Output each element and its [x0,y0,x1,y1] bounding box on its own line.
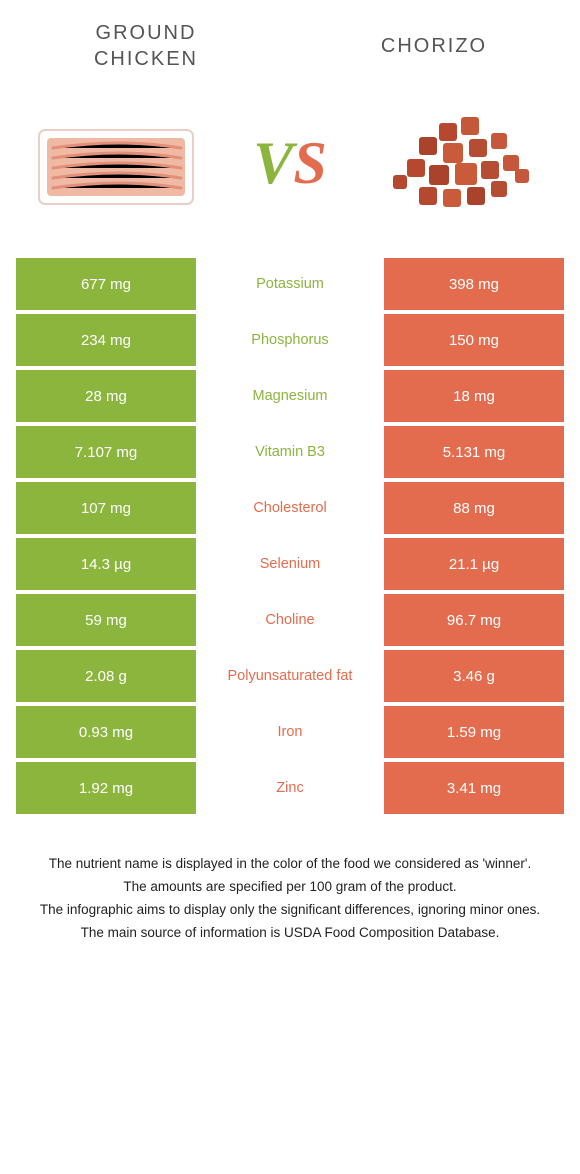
table-row: 2.08 gPolyunsaturated fat3.46 g [16,650,564,702]
right-value-cell: 5.131 mg [384,426,564,478]
nutrient-name: Choline [196,594,384,646]
nutrient-name: Selenium [196,538,384,590]
footer-note-line: The infographic aims to display only the… [28,900,552,921]
table-row: 28 mgMagnesium18 mg [16,370,564,422]
table-row: 7.107 mgVitamin B35.131 mg [16,426,564,478]
table-row: 14.3 µgSelenium21.1 µg [16,538,564,590]
nutrient-name: Vitamin B3 [196,426,384,478]
right-value-cell: 18 mg [384,370,564,422]
right-value-cell: 1.59 mg [384,706,564,758]
nutrient-name: Potassium [196,258,384,310]
nutrient-name: Polyunsaturated fat [196,650,384,702]
left-value-cell: 28 mg [16,370,196,422]
left-food-image [26,98,206,228]
left-value-cell: 107 mg [16,482,196,534]
nutrient-name: Cholesterol [196,482,384,534]
titles-row: GROUND CHICKEN CHORIZO [16,20,564,88]
nutrient-name: Iron [196,706,384,758]
right-food-image [374,98,554,228]
left-value-cell: 59 mg [16,594,196,646]
nutrient-name: Phosphorus [196,314,384,366]
left-value-cell: 234 mg [16,314,196,366]
vs-label: VS [253,129,326,198]
hero-row: VS [16,88,564,258]
left-value-cell: 7.107 mg [16,426,196,478]
vs-right-char: S [293,130,326,196]
right-value-cell: 150 mg [384,314,564,366]
page: GROUND CHICKEN CHORIZO VS [0,0,580,966]
table-row: 59 mgCholine96.7 mg [16,594,564,646]
table-row: 234 mgPhosphorus150 mg [16,314,564,366]
right-value-cell: 3.46 g [384,650,564,702]
right-value-cell: 3.41 mg [384,762,564,814]
table-row: 0.93 mgIron1.59 mg [16,706,564,758]
right-value-cell: 398 mg [384,258,564,310]
footer-note-line: The main source of information is USDA F… [28,923,552,944]
footer-note-line: The amounts are specified per 100 gram o… [28,877,552,898]
table-row: 1.92 mgZinc3.41 mg [16,762,564,814]
right-food-title: CHORIZO [334,33,534,59]
footer-notes: The nutrient name is displayed in the co… [16,854,564,966]
left-value-cell: 677 mg [16,258,196,310]
right-value-cell: 21.1 µg [384,538,564,590]
table-row: 107 mgCholesterol88 mg [16,482,564,534]
nutrient-name: Magnesium [196,370,384,422]
right-value-cell: 88 mg [384,482,564,534]
left-value-cell: 14.3 µg [16,538,196,590]
comparison-table: 677 mgPotassium398 mg234 mgPhosphorus150… [16,258,564,814]
vs-left-char: V [253,130,293,196]
nutrient-name: Zinc [196,762,384,814]
table-row: 677 mgPotassium398 mg [16,258,564,310]
footer-note-line: The nutrient name is displayed in the co… [28,854,552,875]
left-food-title: GROUND CHICKEN [46,20,246,72]
left-value-cell: 1.92 mg [16,762,196,814]
right-value-cell: 96.7 mg [384,594,564,646]
left-value-cell: 2.08 g [16,650,196,702]
left-value-cell: 0.93 mg [16,706,196,758]
